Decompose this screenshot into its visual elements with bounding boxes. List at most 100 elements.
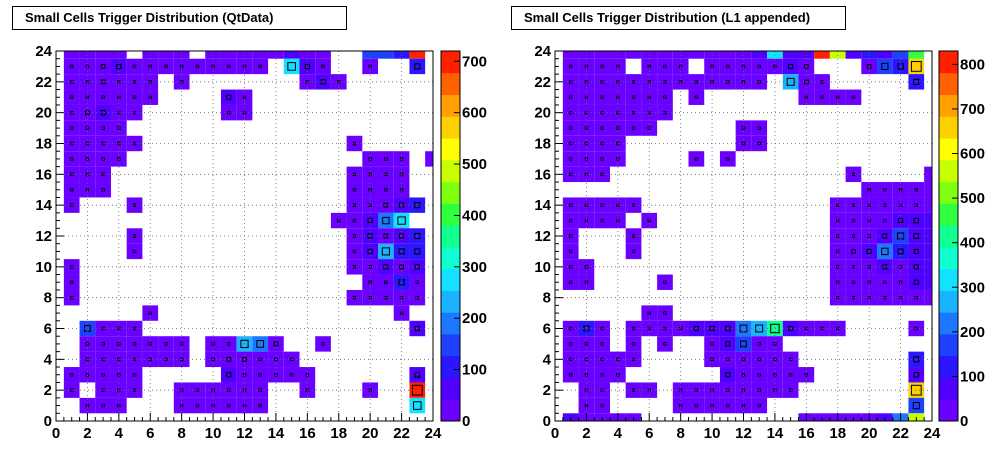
heatmap-cell: [657, 274, 673, 290]
heatmap-cell-box: [132, 342, 137, 346]
heatmap-cell: [845, 166, 862, 183]
heatmap-cell: [393, 305, 410, 321]
heatmap-cell-box: [569, 157, 573, 161]
heatmap-cell-box: [397, 216, 406, 225]
heatmap-cell: [362, 197, 379, 213]
heatmap-cell-box: [804, 64, 809, 69]
heatmap-cell-box: [757, 80, 761, 84]
heatmap-cell-box: [898, 218, 904, 224]
heatmap-cell-box: [352, 249, 357, 254]
x-tick-label: 16: [798, 425, 815, 442]
heatmap-cell: [126, 104, 143, 121]
heatmap-cell: [908, 351, 925, 368]
heatmap-cell-box: [69, 80, 74, 84]
heatmap-cell-box: [757, 126, 761, 130]
heatmap-cell-box: [383, 202, 389, 208]
heatmap-cell: [95, 397, 111, 414]
heatmap-cell: [829, 320, 846, 337]
heatmap-cell: [220, 89, 237, 105]
colorbar-segment: [441, 268, 460, 291]
x-tick-label: 10: [205, 425, 222, 442]
y-tick-label: 12: [534, 228, 551, 245]
heatmap-cell-box: [584, 342, 589, 346]
heatmap-cell: [110, 58, 127, 75]
heatmap-cell-box: [101, 373, 105, 377]
heatmap-cell: [688, 51, 705, 59]
heatmap-cell: [908, 212, 925, 229]
heatmap-cell: [877, 274, 893, 290]
heatmap-cell-box: [726, 80, 730, 84]
heatmap-cell-box: [741, 141, 746, 146]
heatmap-cell: [562, 367, 579, 383]
heatmap-cell-box: [69, 64, 74, 69]
heatmap-cell-box: [631, 203, 636, 207]
heatmap-cell: [672, 320, 689, 337]
heatmap-cell: [220, 51, 237, 59]
heatmap-cell: [719, 151, 736, 167]
heatmap-cell-box: [69, 157, 74, 161]
heatmap-cell: [641, 120, 658, 136]
heatmap-cell-box: [725, 372, 731, 378]
heatmap-cell-box: [631, 110, 636, 115]
y-tick-label: 4: [44, 351, 53, 368]
heatmap-cell-box: [381, 247, 390, 256]
colorbar-label: 0: [462, 413, 470, 430]
heatmap-cell-box: [741, 373, 746, 377]
heatmap-cell: [594, 51, 610, 59]
left-grid: [56, 51, 433, 421]
heatmap-cell: [641, 212, 658, 229]
heatmap-cell-box: [600, 64, 604, 69]
heatmap-cell: [861, 197, 878, 213]
heatmap-cell-box: [631, 342, 636, 346]
heatmap-cell: [924, 212, 932, 229]
heatmap-cell: [126, 351, 143, 368]
heatmap-cell: [95, 120, 111, 136]
heatmap-cell: [877, 243, 893, 260]
heatmap-cell: [594, 320, 610, 337]
y-tick-label: 10: [534, 259, 551, 276]
heatmap-cell: [95, 74, 111, 90]
heatmap-cell: [236, 89, 253, 105]
heatmap-cell-box: [117, 342, 121, 346]
heatmap-cell-box: [569, 126, 573, 130]
heatmap-cell: [782, 58, 799, 75]
right-colorbar: 0 100 200 300 400 500 600 700 800: [938, 50, 985, 430]
heatmap-cell-box: [415, 280, 420, 284]
y-tick-label: 6: [44, 321, 52, 338]
heatmap-cell: [892, 274, 909, 290]
heatmap-cell-box: [382, 216, 390, 225]
heatmap-cell: [283, 51, 300, 59]
heatmap-cell: [609, 51, 626, 59]
heatmap-cell-box: [631, 126, 636, 130]
heatmap-cell-box: [757, 388, 761, 392]
heatmap-cell: [782, 320, 799, 337]
colorbar-label: 300: [462, 259, 487, 276]
left-colorbar: 0 100 200 300 400 500 600 700: [440, 50, 487, 430]
heatmap-cell: [924, 243, 932, 260]
heatmap-cell: [126, 228, 143, 244]
heatmap-cell: [562, 151, 579, 167]
colorbar-label: 400: [960, 235, 985, 252]
heatmap-cell: [393, 289, 410, 306]
right-chart-title: Small Cells Trigger Distribution (L1 app…: [511, 6, 846, 30]
heatmap-cell: [110, 367, 127, 383]
x-tick-label: 18: [330, 425, 347, 442]
heatmap-cell: [346, 228, 363, 244]
heatmap-cell-box: [226, 94, 232, 100]
heatmap-cell-box: [631, 388, 636, 392]
x-tick-label: 6: [146, 425, 154, 442]
heatmap-cell-box: [912, 402, 920, 410]
heatmap-cell-box: [694, 95, 699, 99]
heatmap-cell-box: [883, 218, 887, 223]
heatmap-cell: [594, 336, 610, 352]
y-tick-label: 12: [35, 228, 52, 245]
heatmap-cell: [378, 274, 394, 290]
heatmap-cell-box: [132, 373, 137, 377]
heatmap-cell: [378, 212, 394, 229]
heatmap-cell: [908, 58, 925, 75]
y-tick-label: 16: [35, 166, 52, 183]
heatmap-cell: [767, 367, 783, 383]
heatmap-cell: [126, 74, 143, 90]
heatmap-cell: [126, 58, 143, 75]
